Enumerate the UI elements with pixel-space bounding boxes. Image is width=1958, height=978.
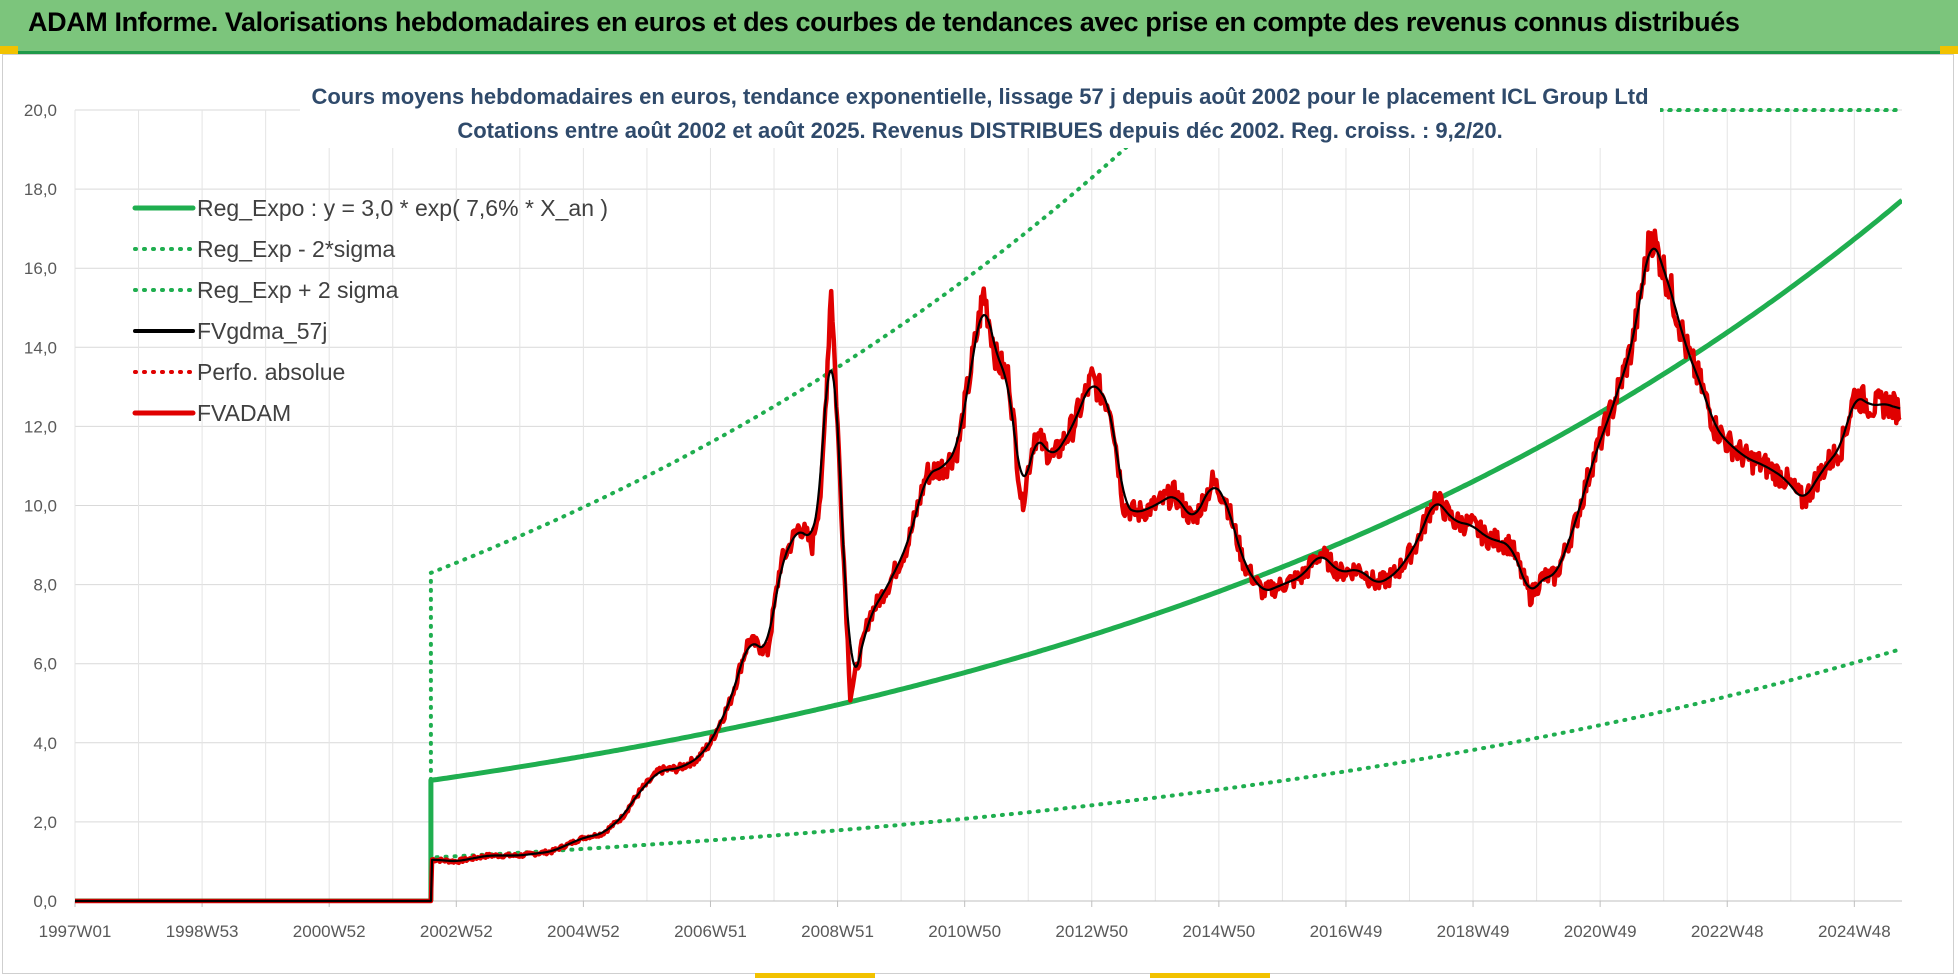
corner-accent-right — [1940, 46, 1958, 54]
x-tick-label: 1997W01 — [39, 922, 112, 941]
axes: 0,0 2,0 4,0 6,0 8,0 10,0 12,0 14,0 16,0 18,0 20,0 1… — [24, 101, 1902, 941]
series-reg-expo — [75, 198, 1902, 901]
series-fvadam — [74, 228, 1902, 904]
legend: Reg_Expo : y = 3,0 * exp( 7,6% * X_an ) R… — [132, 195, 608, 426]
x-tick-label: 2024W48 — [1818, 922, 1891, 941]
y-tick-label: 0,0 — [33, 892, 57, 911]
legend-label-4: Perfo. absolue — [197, 359, 345, 385]
series-reg-minus-2sigma — [75, 646, 1902, 901]
banner-title: ADAM Informe. Valorisations hebdomadaire… — [28, 7, 1740, 37]
legend-label-5: FVADAM — [197, 400, 291, 426]
series — [74, 108, 1904, 904]
series-reg-plus-2sigma — [75, 110, 1902, 901]
x-tick-label: 2016W49 — [1310, 922, 1383, 941]
chart-subtitle: Cotations entre août 2002 et août 2025. … — [457, 118, 1503, 143]
y-tick-label: 20,0 — [24, 101, 57, 120]
series-fvgdma-57j — [75, 247, 1901, 903]
y-tick-label: 10,0 — [24, 497, 57, 516]
y-tick-label: 8,0 — [33, 576, 57, 595]
x-tick-label: 1998W53 — [166, 922, 239, 941]
legend-label-2: Reg_Exp + 2 sigma — [197, 277, 399, 303]
legend-label-1: Reg_Exp - 2*sigma — [197, 236, 395, 262]
x-tick-label: 2000W52 — [293, 922, 366, 941]
legend-label-0: Reg_Expo : y = 3,0 * exp( 7,6% * X_an ) — [197, 195, 608, 221]
x-tick-label: 2018W49 — [1437, 922, 1510, 941]
x-tick-label: 2010W50 — [928, 922, 1001, 941]
x-tick-label: 2020W49 — [1564, 922, 1637, 941]
footer-accent-1 — [755, 973, 875, 978]
x-tick-label: 2012W50 — [1055, 922, 1128, 941]
y-tick-label: 18,0 — [24, 180, 57, 199]
grid — [74, 109, 1902, 902]
x-tick-label: 2006W51 — [674, 922, 747, 941]
chart-title-block: Cours moyens hebdomadaires en euros, ten… — [300, 80, 1660, 148]
x-tick-label: 2022W48 — [1691, 922, 1764, 941]
chart-title: Cours moyens hebdomadaires en euros, ten… — [311, 84, 1649, 109]
footer-accent-2 — [1150, 973, 1270, 978]
x-tick-label: 2014W50 — [1182, 922, 1255, 941]
header-banner: ADAM Informe. Valorisations hebdomadaire… — [0, 0, 1958, 54]
chart-frame — [2, 54, 1954, 974]
x-tick-label: 2002W52 — [420, 922, 493, 941]
y-tick-label: 14,0 — [24, 338, 57, 357]
y-tick-label: 2,0 — [33, 813, 57, 832]
y-tick-label: 12,0 — [24, 417, 57, 436]
legend-label-3: FVgdma_57j — [197, 318, 327, 344]
x-tick-label: 2008W51 — [801, 922, 874, 941]
corner-accent-left — [0, 46, 18, 54]
x-tick-label: 2004W52 — [547, 922, 620, 941]
y-tick-label: 16,0 — [24, 259, 57, 278]
y-tick-label: 4,0 — [33, 734, 57, 753]
y-tick-label: 6,0 — [33, 655, 57, 674]
